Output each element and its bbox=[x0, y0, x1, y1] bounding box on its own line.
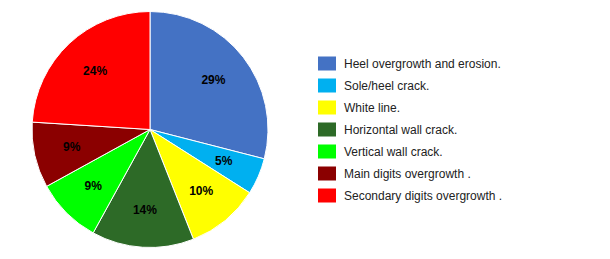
legend-label: Main digits overgrowth . bbox=[344, 167, 471, 181]
data-label: 14% bbox=[133, 203, 157, 217]
data-label: 24% bbox=[83, 64, 107, 78]
legend-label: Sole/heel crack. bbox=[344, 79, 429, 93]
chart: 29% 5% 10% 14% 9% 9% 24% Heel overgrowth and er… bbox=[0, 0, 610, 259]
chart-container: 29% 5% 10% 14% 9% 9% 24% Heel overgrowth and er… bbox=[0, 0, 610, 259]
legend-swatch bbox=[318, 57, 336, 71]
data-label: 9% bbox=[63, 140, 81, 154]
data-label: 5% bbox=[215, 154, 233, 168]
legend-label: White line. bbox=[344, 101, 400, 115]
data-label: 10% bbox=[189, 184, 213, 198]
data-labels: 29% 5% 10% 14% 9% 9% 24% bbox=[63, 64, 233, 217]
legend-label: Horizontal wall crack. bbox=[344, 123, 457, 137]
legend-swatch bbox=[318, 189, 336, 203]
legend: Heel overgrowth and erosion. Sole/heel cr… bbox=[318, 57, 502, 203]
legend-label: Vertical wall crack. bbox=[344, 145, 443, 159]
data-label: 9% bbox=[85, 179, 103, 193]
pie-slice bbox=[32, 122, 150, 186]
pie-slice bbox=[32, 12, 150, 130]
pie bbox=[32, 12, 268, 248]
legend-swatch bbox=[318, 101, 336, 115]
legend-swatch bbox=[318, 79, 336, 93]
data-label: 29% bbox=[201, 73, 225, 87]
legend-swatch bbox=[318, 167, 336, 181]
legend-swatch bbox=[318, 145, 336, 159]
legend-label: Secondary digits overgrowth . bbox=[344, 189, 502, 203]
legend-swatch bbox=[318, 123, 336, 137]
legend-label: Heel overgrowth and erosion. bbox=[344, 57, 501, 71]
